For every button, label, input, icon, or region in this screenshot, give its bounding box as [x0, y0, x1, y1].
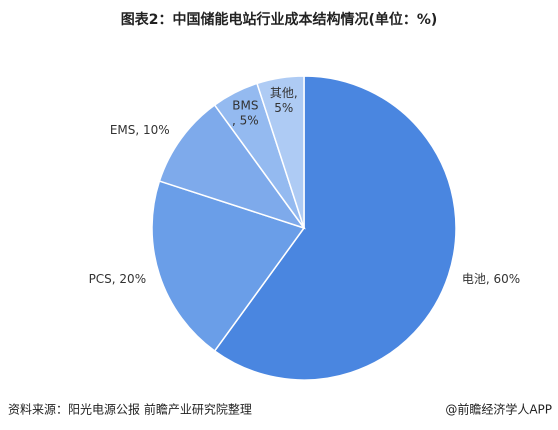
pie-slice — [256, 75, 305, 229]
data-label: 电池, 60% — [462, 272, 520, 286]
pie-slice — [213, 75, 457, 381]
source: 资料来源：阳光电源公报 前瞻产业研究院整理 — [8, 402, 252, 417]
pie-slice — [151, 180, 306, 353]
credit: @前瞻经济学人APP — [445, 402, 552, 417]
data-label: 其他, 5% — [270, 85, 298, 114]
chart-title: 图表2：中国储能电站行业成本结构情况(单位：%) — [121, 11, 438, 28]
data-label: PCS, 20% — [89, 272, 147, 286]
data-label: EMS, 10% — [110, 123, 170, 137]
data-label: BMS, 5% — [232, 98, 259, 127]
pie-slice — [158, 103, 306, 230]
